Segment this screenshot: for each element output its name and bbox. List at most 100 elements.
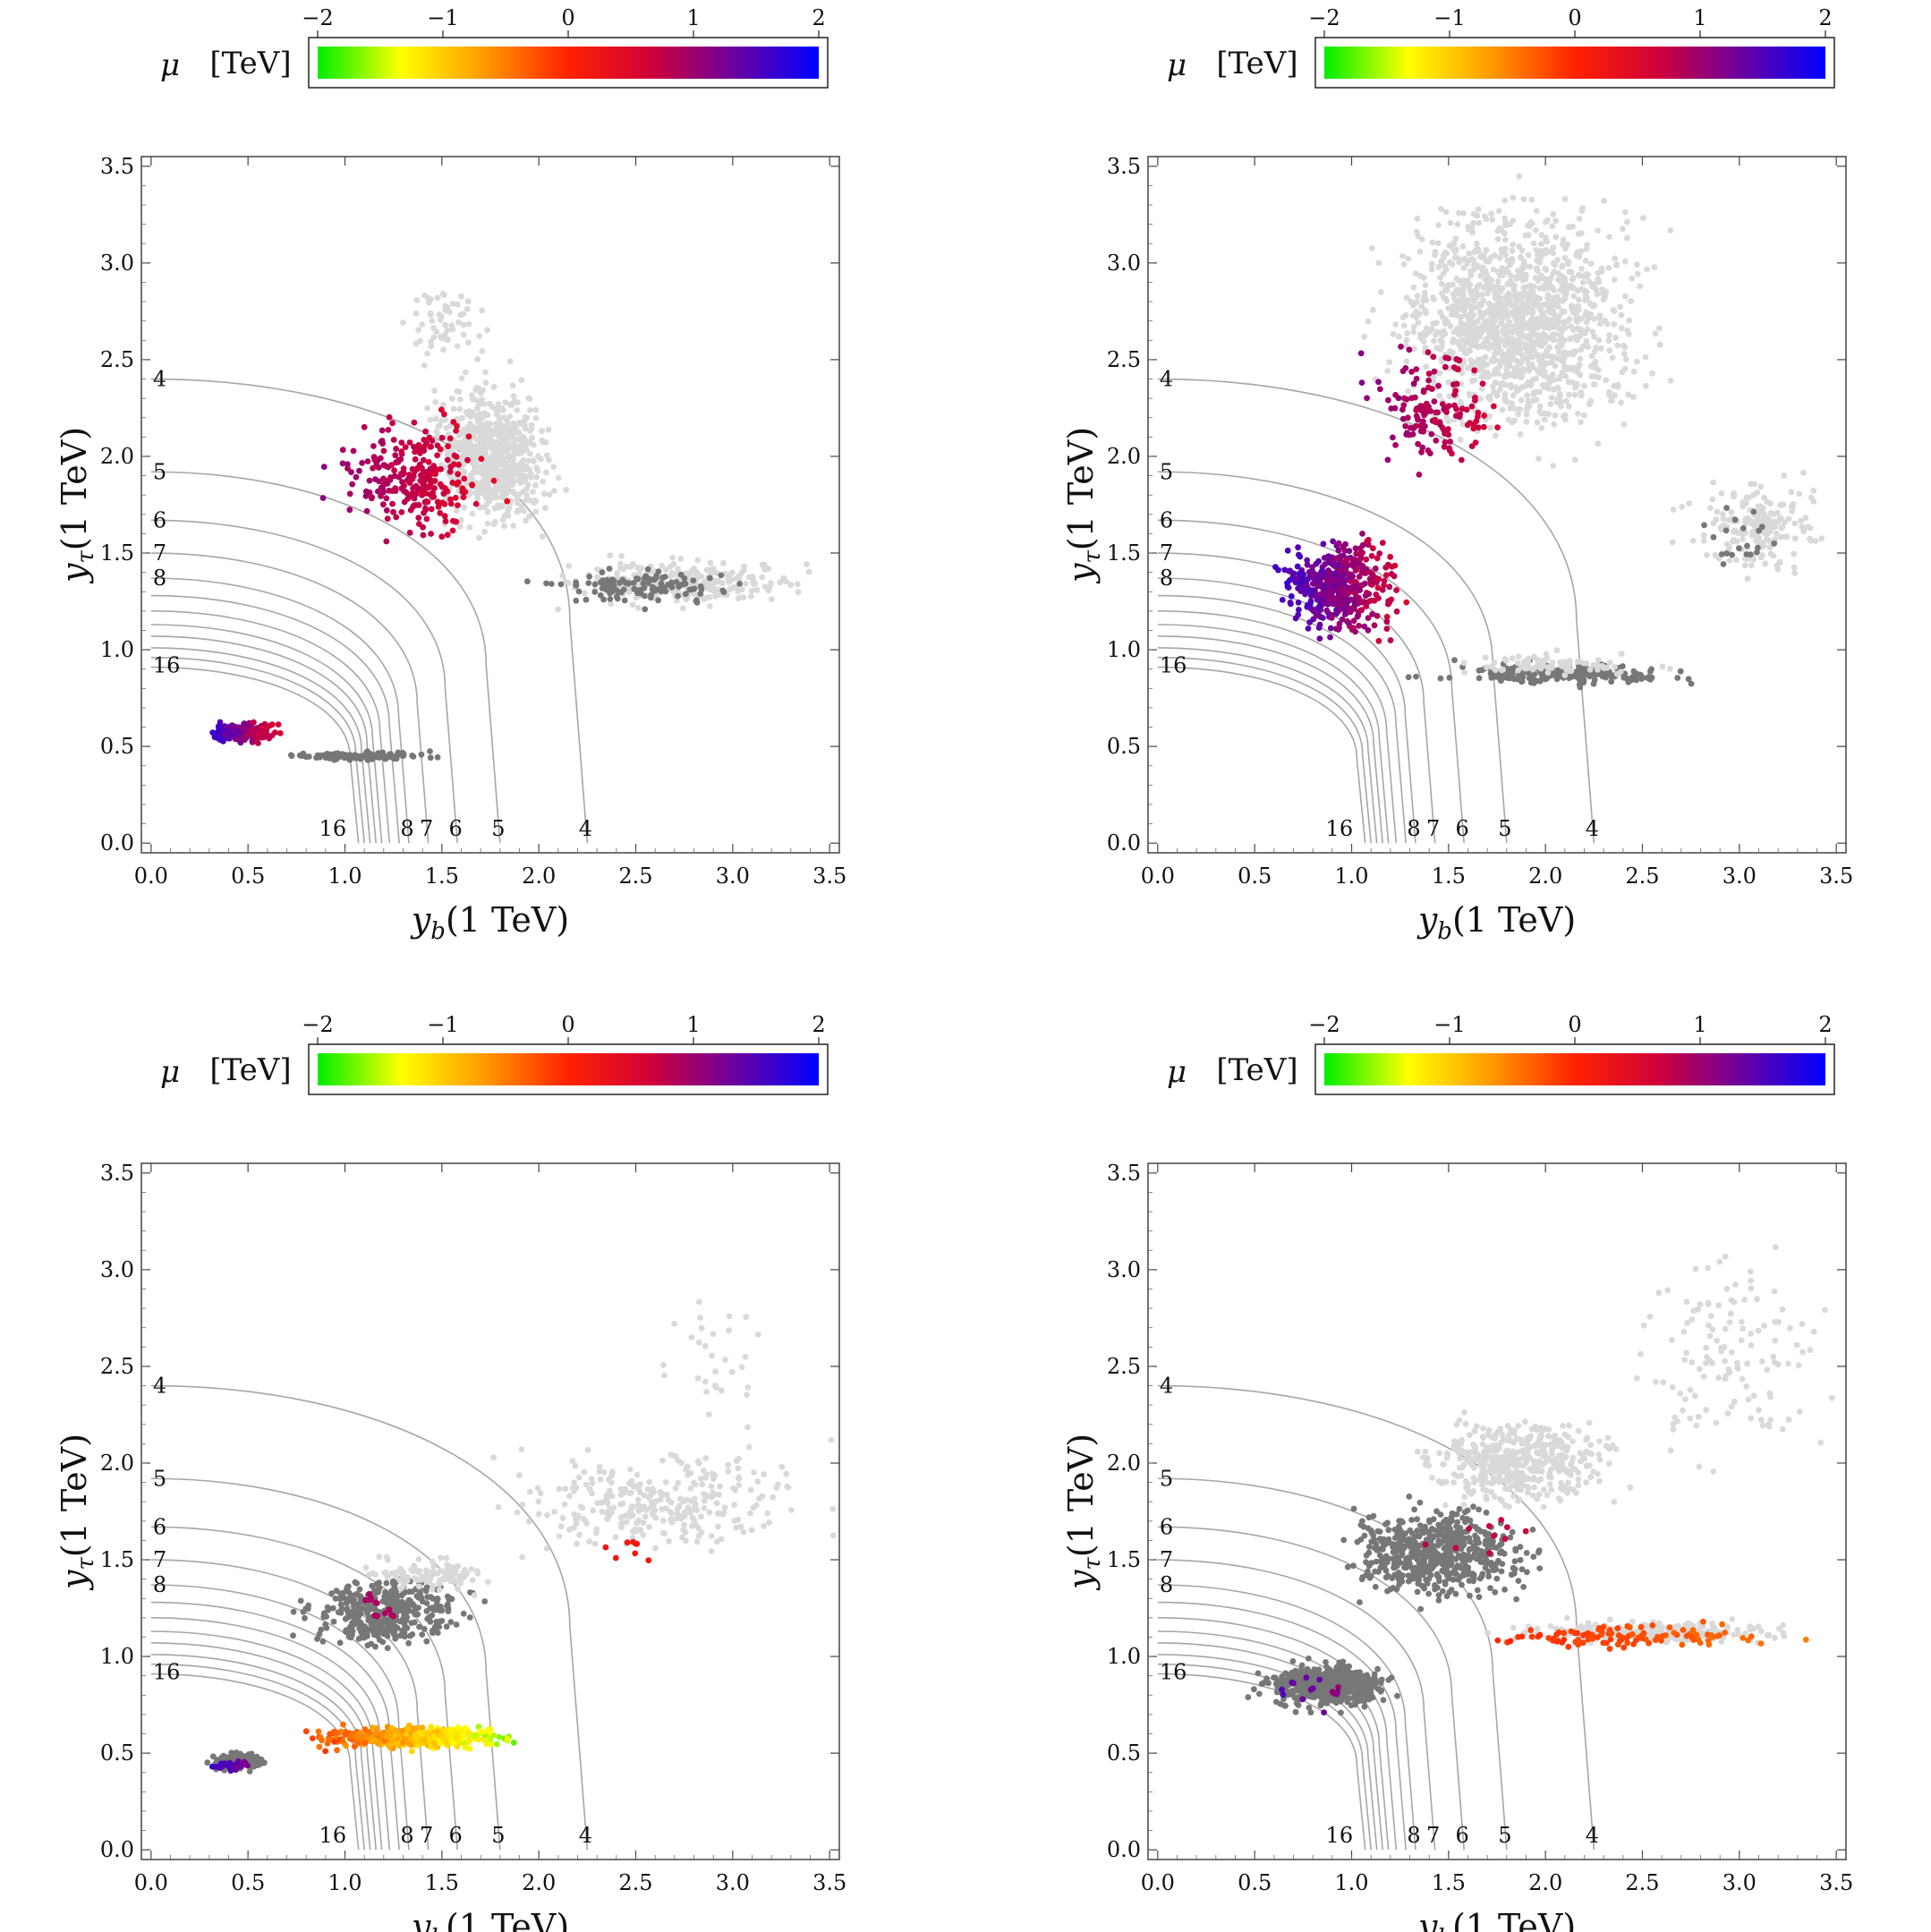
scatter-point bbox=[1358, 379, 1365, 386]
scatter-point bbox=[693, 598, 700, 604]
scatter-point bbox=[1467, 311, 1474, 318]
scatter-point bbox=[1416, 248, 1424, 255]
scatter-point bbox=[1511, 405, 1518, 412]
scatter-point bbox=[1465, 334, 1472, 340]
scatter-point bbox=[736, 1482, 743, 1488]
scatter-point bbox=[1272, 564, 1279, 570]
scatter-point bbox=[1359, 541, 1366, 549]
scatter-point bbox=[590, 1507, 597, 1514]
scatter-point bbox=[361, 423, 368, 430]
scatter-point bbox=[1758, 523, 1765, 531]
scatter-point bbox=[469, 481, 475, 489]
scatter-point bbox=[1468, 403, 1476, 410]
scatter-point bbox=[443, 424, 450, 431]
scatter-point bbox=[1518, 247, 1526, 254]
scatter-point bbox=[1434, 328, 1442, 336]
scatter-point bbox=[1391, 573, 1398, 580]
scatter-point bbox=[1630, 368, 1638, 375]
scatter-point bbox=[1534, 419, 1541, 426]
scatter-point bbox=[398, 448, 405, 455]
scatter-point bbox=[1577, 371, 1584, 379]
scatter-point bbox=[1443, 409, 1450, 415]
scatter-point bbox=[474, 495, 481, 502]
scatter-point bbox=[1455, 366, 1461, 373]
scatter-point bbox=[484, 508, 491, 515]
scatter-point bbox=[665, 1496, 672, 1503]
scatter-point bbox=[1589, 302, 1596, 310]
scatter-point bbox=[617, 560, 624, 567]
scatter-point bbox=[356, 467, 362, 474]
scatter-point bbox=[1651, 264, 1658, 271]
x-tick-label: 3.0 bbox=[1723, 864, 1757, 889]
scatter-point bbox=[1391, 404, 1399, 412]
scatter-point bbox=[1371, 622, 1378, 629]
scatter-point bbox=[1403, 336, 1410, 344]
scatter-point bbox=[1780, 501, 1787, 508]
scatter-point bbox=[532, 406, 540, 413]
scatter-point bbox=[1494, 277, 1501, 285]
scatter-point bbox=[406, 439, 413, 446]
scatter-point bbox=[1584, 242, 1591, 248]
contour-line bbox=[150, 610, 391, 844]
scatter-point bbox=[1757, 483, 1765, 490]
scatter-point bbox=[1442, 209, 1450, 216]
scatter-point bbox=[778, 1463, 786, 1470]
scatter-point bbox=[1571, 391, 1578, 398]
scatter-point bbox=[1621, 365, 1629, 372]
x-tick-label: 1.5 bbox=[425, 864, 459, 889]
scatter-point bbox=[1450, 246, 1457, 252]
scatter-point bbox=[1430, 294, 1436, 301]
scatter-point bbox=[434, 498, 441, 506]
scatter-point bbox=[1527, 263, 1534, 270]
scatter-point bbox=[465, 339, 472, 346]
scatter-point bbox=[1502, 219, 1510, 226]
scatter-point bbox=[1685, 676, 1692, 683]
scatter-point bbox=[482, 444, 489, 451]
scatter-point bbox=[628, 1477, 635, 1485]
scatter-point bbox=[606, 566, 613, 572]
scatter-point bbox=[437, 481, 444, 488]
scatter-point bbox=[715, 1523, 721, 1530]
scatter-point bbox=[1561, 196, 1569, 202]
scatter-point bbox=[1606, 388, 1612, 396]
scatter-point bbox=[592, 1529, 600, 1536]
scatter-point bbox=[1425, 370, 1433, 377]
scatter-point bbox=[349, 481, 356, 488]
scatter-point bbox=[1466, 323, 1473, 330]
scatter-point bbox=[1428, 266, 1435, 273]
scatter-point bbox=[1453, 405, 1459, 413]
scatter-point bbox=[1509, 247, 1516, 254]
scatter-point bbox=[539, 428, 545, 435]
scatter-point bbox=[706, 574, 713, 582]
scatter-point bbox=[389, 420, 396, 427]
scatter-point bbox=[1513, 307, 1520, 314]
scatter-point bbox=[1538, 302, 1545, 310]
scatter-point bbox=[783, 1470, 790, 1477]
scatter-point bbox=[748, 587, 755, 594]
scatter-point bbox=[1318, 568, 1325, 574]
colorbar-tick-label: 2 bbox=[812, 5, 825, 30]
scatter-point bbox=[1376, 550, 1383, 557]
scatter-point bbox=[652, 1545, 659, 1552]
scatter-point bbox=[211, 734, 218, 741]
scatter-point bbox=[1531, 284, 1537, 290]
scatter-point bbox=[445, 443, 452, 450]
scatter-point bbox=[1488, 210, 1494, 217]
scatter-point bbox=[710, 1473, 717, 1479]
scatter-point bbox=[372, 476, 379, 482]
scatter-point bbox=[1432, 249, 1439, 255]
scatter-point bbox=[515, 435, 523, 442]
scatter-point bbox=[413, 310, 420, 317]
scatter-point bbox=[449, 326, 456, 333]
scatter-point bbox=[1352, 545, 1359, 552]
scatter-point bbox=[662, 566, 669, 574]
colorbar-gradient bbox=[318, 47, 819, 79]
scatter-point bbox=[725, 1468, 732, 1475]
scatter-point bbox=[369, 494, 375, 500]
scatter-point bbox=[393, 755, 400, 762]
scatter-point bbox=[1549, 223, 1556, 230]
scatter-point bbox=[735, 595, 742, 602]
scatter-point bbox=[1478, 386, 1485, 392]
scatter-point bbox=[526, 450, 533, 457]
scatter-point bbox=[1386, 583, 1393, 591]
